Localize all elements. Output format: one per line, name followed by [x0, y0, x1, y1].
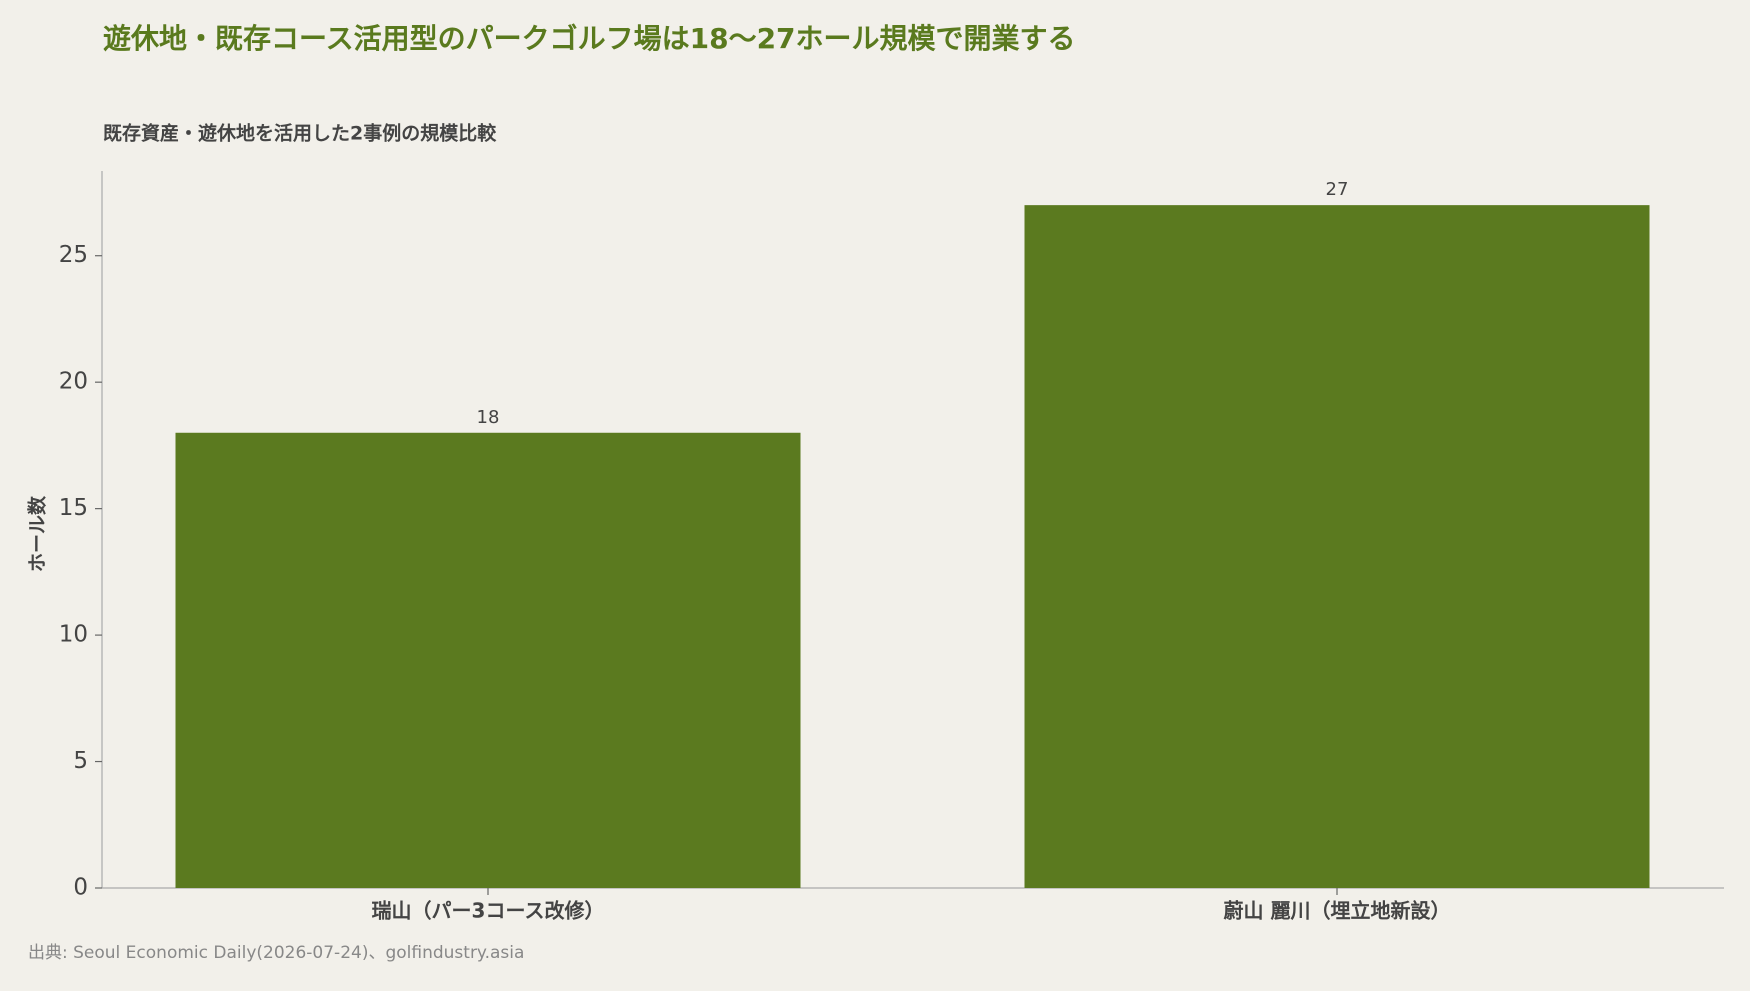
- y-tick-label: 0: [73, 875, 88, 901]
- y-tick-label: 5: [73, 748, 88, 774]
- y-tick-label: 10: [59, 622, 88, 648]
- bar: [175, 432, 801, 888]
- value-label: 18: [477, 407, 500, 428]
- chart-subtitle: 既存資産・遊休地を活用した2事例の規模比較: [103, 122, 497, 145]
- y-tick-label: 15: [59, 495, 88, 521]
- value-label: 27: [1326, 179, 1349, 200]
- bar: [1024, 205, 1650, 889]
- source-note: 出典: Seoul Economic Daily(2026-07-24)、gol…: [28, 943, 524, 963]
- chart-title: 遊休地・既存コース活用型のパークゴルフ場は18〜27ホール規模で開業する: [103, 22, 1076, 55]
- y-axis-label: ホール数: [26, 495, 49, 572]
- y-tick-label: 20: [59, 369, 88, 395]
- y-tick-label: 25: [59, 242, 88, 268]
- x-tick-label: 瑞山（パー3コース改修）: [372, 899, 605, 923]
- x-tick-label: 蔚山 麗川（埋立地新設）: [1224, 899, 1451, 923]
